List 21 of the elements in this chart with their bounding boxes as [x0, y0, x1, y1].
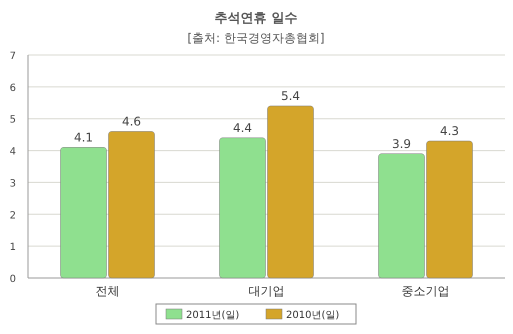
y-tick-label: 7	[10, 51, 16, 62]
x-tick-label: 대기업	[248, 284, 284, 298]
y-tick-label: 0	[10, 274, 16, 285]
y-tick-label: 4	[10, 146, 16, 158]
data-label: 4.3	[440, 124, 460, 138]
x-tick-label: 전체	[96, 284, 120, 298]
x-tick-label: 중소기업	[402, 284, 450, 298]
y-tick-label: 1	[10, 242, 16, 254]
y-tick-label: 3	[10, 178, 16, 190]
chart-subtitle: [출처: 한국경영자총협회]	[187, 31, 325, 45]
y-tick-label: 6	[10, 82, 16, 94]
data-label: 4.6	[122, 114, 142, 128]
data-label: 4.1	[74, 130, 94, 144]
chart-title: 추석연휴 일수	[214, 11, 298, 26]
data-label: 5.4	[280, 88, 300, 103]
y-tick-label: 5	[10, 114, 16, 126]
data-label: 4.4	[232, 120, 252, 135]
legend-label: 2010년(일)	[286, 310, 340, 321]
legend-label: 2011년(일)	[186, 310, 240, 321]
data-label: 3.9	[392, 136, 412, 151]
y-tick-label: 2	[10, 210, 16, 222]
